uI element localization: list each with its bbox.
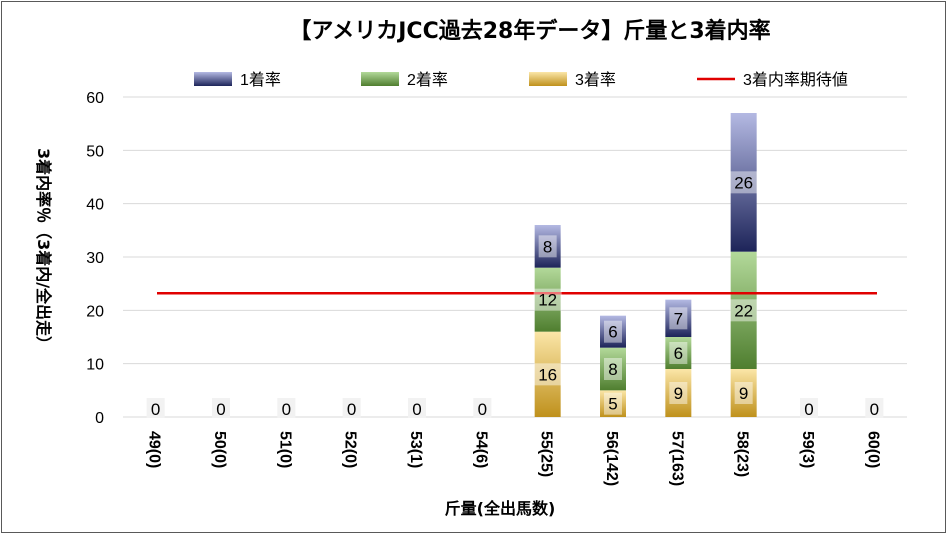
data-label-bg [342,398,361,418]
legend-swatch-1st [194,72,232,86]
y-tick-label: 50 [86,143,104,160]
x-axis-title: 斤量(全出馬数) [445,499,556,518]
x-tick-label: 60(0) [864,431,881,468]
data-label-bg [212,398,230,418]
data-label-bg [729,299,758,322]
data-label-bg [800,398,818,418]
data-label-zero: 0 [347,400,356,419]
data-labels: 0 0 0 0 0 0 16 12 8 5 8 6 9 6 7 9 22 26 0 0 [146,171,884,419]
gridlines [123,96,907,418]
data-label-bg [146,398,165,418]
data-label-bg [533,363,562,386]
data-label-zero: 0 [804,400,813,419]
data-label-zero: 0 [412,400,421,419]
x-tick-label: 51(0) [276,431,293,468]
data-label-bg [604,320,622,343]
bar-segment-1st [730,113,757,252]
data-label-bg [669,342,688,364]
data-label-bg [865,398,884,418]
x-axis-ticks: 49(0) 50(0) 51(0) 52(0) 53(1) 54(6) 55(25) 56(1… [146,431,882,486]
data-label-bg [533,288,562,311]
data-label-2nd: 12 [538,291,557,310]
data-label-zero: 0 [151,400,160,419]
bar-segment-3rd [534,331,561,417]
bar-segment-3rd [665,369,692,417]
y-tick-label: 30 [86,250,104,267]
bar-segment-2nd [534,267,561,332]
bar-segment-3rd [730,369,757,417]
data-label-zero: 0 [216,400,225,419]
data-label-1st: 8 [543,237,552,256]
bar-segment-2nd [730,251,757,369]
data-label-bg [538,235,557,258]
y-tick-label: 20 [86,303,104,320]
data-label-bg [669,382,688,404]
data-label-zero: 0 [870,400,879,419]
data-label-2nd: 8 [608,360,617,379]
chart-title: 【アメリカJCC過去28年データ】斤量と3着内率 [289,18,770,44]
bar-segment-2nd [665,337,692,369]
data-label-3rd: 16 [538,365,557,384]
bar-segment-2nd [600,347,626,391]
data-label-1st: 6 [608,323,617,342]
y-tick-label: 60 [86,90,104,107]
data-label-2nd: 22 [734,301,753,320]
data-label-2nd: 6 [674,344,683,363]
y-axis-ticks: 0 10 20 30 40 50 60 [86,90,104,427]
legend-swatch-3rd [529,72,567,86]
x-tick-label: 49(0) [146,431,163,468]
data-label-bg [669,307,688,330]
x-tick-label: 55(25) [538,431,555,477]
x-tick-label: 57(163) [668,431,685,486]
bar-segment-1st [534,225,561,268]
data-label-bg [729,171,758,194]
data-label-bg [473,398,492,418]
data-label-3rd: 5 [608,395,617,414]
legend-swatch-2nd [361,72,399,86]
bar-segment-1st [600,315,626,348]
data-label-bg [734,382,753,404]
x-tick-label: 54(6) [472,431,489,468]
x-tick-label: 59(3) [799,431,816,468]
y-axis-title: 3着内率％（3着内/全出走） [34,148,53,352]
data-label-bg [604,392,622,415]
x-tick-label: 53(1) [407,431,424,468]
x-tick-label: 52(0) [342,431,359,468]
y-tick-label: 10 [86,357,104,374]
data-label-bg [604,358,622,380]
legend-label-3rd: 3着率 [575,71,616,89]
legend-label-1st: 1着率 [240,71,281,89]
data-label-3rd: 9 [674,384,683,403]
x-tick-label: 56(142) [603,431,620,486]
y-tick-label: 0 [95,410,104,427]
data-label-bg [408,398,426,418]
bar-segment-1st [665,299,692,337]
data-label-1st: 26 [734,173,753,192]
data-label-3rd: 9 [739,384,748,403]
data-label-1st: 7 [674,309,683,328]
data-label-zero: 0 [282,400,291,419]
data-label-zero: 0 [478,400,487,419]
x-tick-label: 58(23) [734,431,751,477]
bars [534,113,757,417]
data-label-bg [277,398,296,418]
bar-segment-3rd [600,390,626,417]
x-tick-label: 50(0) [211,431,228,468]
legend: 1着率 2着率 3着率 3着内率期待値 [194,71,848,89]
y-tick-label: 40 [86,197,104,214]
legend-label-expected: 3着内率期待値 [743,71,848,89]
legend-label-2nd: 2着率 [407,71,448,89]
